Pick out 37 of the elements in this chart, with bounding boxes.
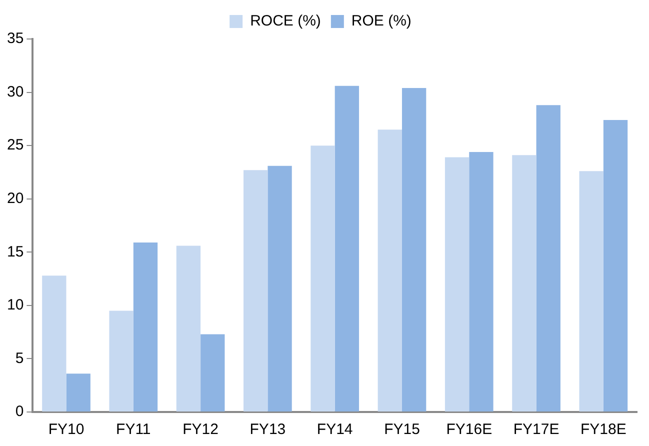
bar [444, 157, 470, 412]
y-tick-label: 30 [6, 83, 24, 100]
y-tick-label: 10 [6, 296, 24, 314]
bar [603, 120, 628, 412]
bar [176, 246, 201, 412]
y-tick-label: 35 [6, 30, 24, 48]
bar [310, 146, 335, 412]
x-tick-label: FY14 [316, 421, 353, 438]
y-tick-label: 0 [15, 403, 24, 420]
x-tick-label: FY18E [580, 421, 626, 438]
x-tick-label: FY13 [250, 421, 286, 438]
x-tick-label: FY16E [446, 421, 492, 438]
bar [536, 105, 560, 412]
bar [512, 155, 536, 412]
bar [579, 171, 604, 412]
x-tick-label: FY15 [384, 421, 420, 438]
legend-label: ROE (%) [351, 12, 412, 30]
y-tick-label: 15 [6, 243, 24, 260]
bar [244, 170, 268, 412]
x-tick-label: FY12 [182, 421, 218, 438]
bar [268, 166, 292, 412]
x-tick-label: FY17E [513, 421, 560, 438]
bar [200, 334, 225, 412]
x-tick-label: FY11 [116, 421, 151, 438]
bar [109, 310, 134, 412]
legend-label: ROCE (%) [250, 12, 321, 30]
bar [133, 242, 158, 412]
bar [402, 88, 426, 412]
y-tick-label: 25 [6, 136, 24, 154]
bar [378, 130, 402, 412]
bar [469, 152, 494, 412]
y-tick-label: 20 [6, 190, 24, 207]
bar [334, 86, 360, 412]
bar [66, 374, 90, 412]
y-tick-label: 5 [15, 350, 24, 367]
bar [42, 276, 66, 412]
x-tick-label: FY10 [48, 421, 84, 438]
